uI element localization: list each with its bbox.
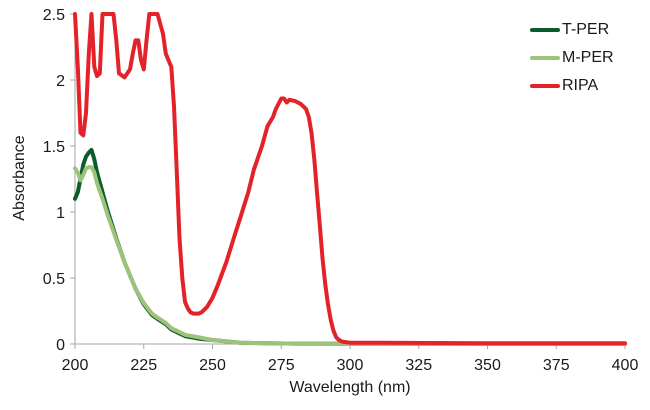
x-tick-label: 325 [405, 357, 432, 374]
y-tick-label: 0.5 [43, 271, 65, 288]
series-line-m-per [73, 165, 627, 346]
y-tick-label: 1.5 [43, 139, 65, 156]
series-lines [73, 12, 627, 346]
legend-item-t-per: T-PER [530, 16, 614, 44]
x-tick-label: 350 [474, 357, 501, 374]
legend-label: M-PER [562, 49, 614, 66]
x-axis-label: Wavelength (nm) [289, 379, 410, 396]
legend-swatch [530, 84, 560, 88]
legend-swatch [530, 56, 560, 60]
x-tick-label: 250 [199, 357, 226, 374]
x-tick-label: 300 [337, 357, 364, 374]
series-line-t-per [73, 148, 627, 346]
y-tick-label: 1 [56, 205, 65, 222]
legend: T-PER M-PER RIPA [530, 16, 614, 100]
y-tick-label: 0 [56, 337, 65, 354]
x-tick-label: 400 [612, 357, 639, 374]
legend-item-m-per: M-PER [530, 44, 614, 72]
legend-label: T-PER [562, 21, 610, 38]
x-tick-label: 375 [543, 357, 570, 374]
x-tick-label: 275 [268, 357, 295, 374]
axes: 0 0.5 1 1.5 2 2.5 200 225 250 275 300 325 350 375 400 [43, 7, 639, 374]
y-tick-label: 2 [56, 73, 65, 90]
legend-label: RIPA [562, 77, 599, 94]
legend-swatch [530, 28, 560, 32]
legend-item-ripa: RIPA [530, 72, 614, 100]
y-axis-label: Absorbance [11, 135, 28, 220]
x-tick-label: 225 [130, 357, 157, 374]
y-tick-label: 2.5 [43, 7, 65, 24]
x-tick-label: 200 [62, 357, 89, 374]
series-line-ripa [73, 12, 627, 346]
